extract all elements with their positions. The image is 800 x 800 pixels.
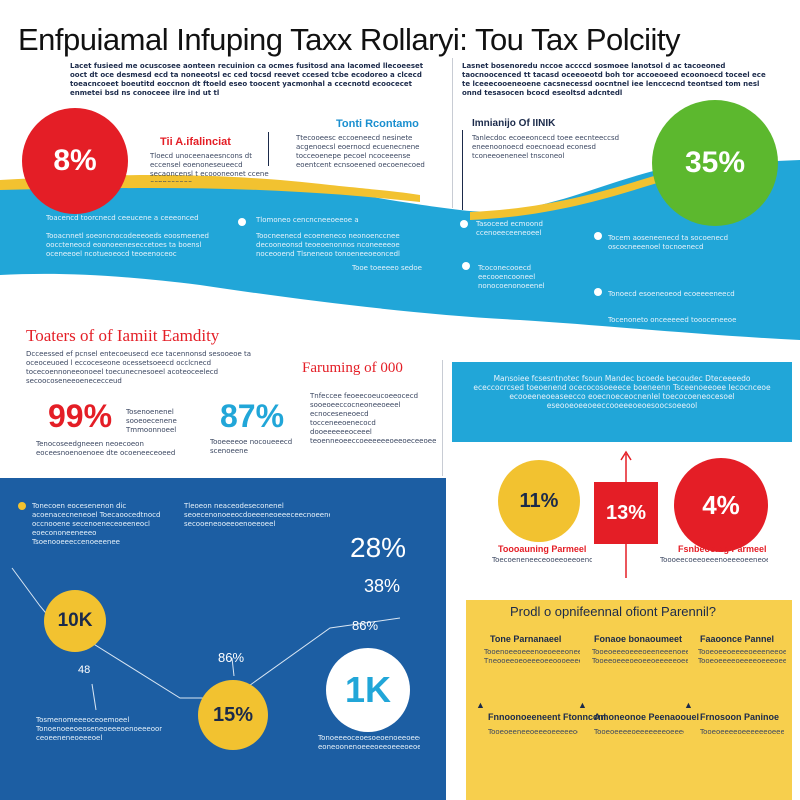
bullet-dot — [462, 262, 470, 270]
intro-left-text: Lacet fusieed me ocuscosee aonteen recui… — [70, 62, 424, 97]
stat-99-text: Tosenoenenel sooeoecenene Tmmoonnoeel — [126, 408, 177, 434]
label-imnianijo: Imnianijo Of IINIK — [472, 118, 556, 129]
row2-text-1: Tooeoeeneeoeeeoeeeeeoeeeeeoeeel — [488, 728, 578, 736]
stat-99: 99% — [48, 398, 113, 434]
middle-heading: Toaters of of Iamiit Eamdity — [26, 326, 220, 345]
stat-38: 38% — [364, 576, 401, 596]
text-tonti: Ttecooeesc eccoeneecd nesinete acgenoecs… — [296, 134, 425, 169]
text-fsnbeooing: Toooeecoeeoeeenoeeeoeeneoeoeeeoeoenel — [660, 556, 768, 564]
stat-box-13: 13% — [594, 482, 658, 544]
label-tonti: Tonti Rcontamo — [336, 118, 419, 130]
blue-info-box — [452, 362, 792, 442]
stat-circle-1k: 1K — [326, 648, 410, 732]
band-mid-footer: Tooe toeeeeo sedoe Tooeolvedocenel — [352, 264, 422, 272]
middle-divider — [442, 360, 443, 476]
label-faruming: Faruming of 000 — [302, 360, 403, 376]
row2-c2-title: Amoneonoe Peenaoouel — [594, 712, 700, 722]
page-title: Enfpuiamal Infuping Taxx Rollaryi: Tou T… — [18, 22, 681, 57]
band-left-text: Tooacnnetl soeoncnocodeeeoeds eoosmeened… — [46, 232, 209, 258]
col1-title: Tone Parnanaeel — [490, 634, 562, 644]
vertical-divider — [452, 58, 453, 208]
label-toooauning: Toooauning Parmeel — [498, 544, 587, 554]
text-tii: Tloecd unoceenaeesncons dt eccensel eoen… — [150, 152, 269, 182]
marker-line-2 — [462, 130, 463, 210]
col1-text: Tooenoeeoeeenoeoeeeoneeel Tneooeeoeoeeeo… — [484, 648, 580, 665]
label-fsnbeooing: Fsnbeooing Parmeel — [678, 544, 767, 554]
col2-title: Fonaoe bonaoumeet — [594, 634, 683, 644]
stat-circle-11: 11% — [498, 460, 580, 542]
stat-circle-4: 4% — [674, 458, 768, 552]
text-imnianijo: Tanlecdoc ecoeeoncecd toee eecnteeccsd e… — [472, 134, 620, 160]
row2-c3-title: Frnosoon Paninoe — [700, 712, 780, 722]
arrow-icon: ▲ — [578, 700, 587, 710]
label-tii: Tii A.ifalinciat — [160, 136, 231, 148]
arrow-icon: ▲ — [684, 700, 693, 710]
intro-right-text: Lasnet bosenoredu nccoe accccd sosmoee l… — [462, 62, 766, 97]
navy-text-bl: Tosmenomeeeoceoemoeel Tonoenoeeoeoseneoe… — [36, 716, 162, 742]
middle-heading-text: Dcceessed ef pcnsel entecoeusecd ece tac… — [26, 350, 252, 385]
stat-circle-10k: 10K — [44, 590, 106, 652]
marker-line — [268, 132, 269, 166]
band-mid-text: Toocneenecd ecoeneneco neonoenccnee deco… — [256, 232, 400, 258]
arrow-icon: ▲ — [476, 700, 485, 710]
stat-28: 28% — [350, 532, 407, 563]
band-far-text-2: Tonoecd esoeneoeod ecoeeeeneecd — [608, 290, 735, 298]
navy-text-br: Tonoeeeoceoesoeoenoeeoeeel eoneoonenoeee… — [318, 734, 420, 751]
bullet-dot — [594, 288, 602, 296]
col3-title: Faaoonce Pannel — [700, 634, 775, 644]
bullet-dot — [460, 220, 468, 228]
col2-text: Tooeoeeeoeeeoeeneeenoeeeeeoeeeeeoeeeenee… — [592, 648, 688, 665]
band-mid-heading: Tlomoneo cencncneeoeeoe a — [256, 216, 359, 224]
stat-87-text: Tooeeeeoe nocoueeecd scenoeene — [210, 438, 293, 455]
small-48: 48 — [78, 664, 91, 676]
navy-text-tl: Tonecoen eocesenenon dic acoenacecneneoe… — [32, 502, 161, 546]
band-far-text-3: Tocenoneto onceeeeed toooceneeoe — [608, 316, 737, 324]
band-left-heading: Toacencd toorcnecd ceeucene a ceeeonced … — [46, 214, 199, 222]
stat-circle-15: 15% — [198, 680, 268, 750]
row2-text-2: Tooeoeeeeoeeeeeeeoeeeel — [594, 728, 684, 736]
stat-86-a: 86% — [352, 618, 379, 633]
middle-para-right: Tnfeccee feoeecoeucoeeocecd sooeoeeccocn… — [310, 392, 436, 445]
navy-text-tm: Tleoeon neaceodeseconenel seoecenonoeeoc… — [184, 502, 330, 528]
text-toooauning: Toecoeneneeceooeeoeeoenoeeoeneneeoeenoee… — [492, 556, 592, 564]
stat-86-b: 86% — [218, 650, 245, 665]
bullet-dot — [238, 218, 246, 226]
band-right-heading: Tasoceed ecmoond ccenoeeceeneoeel — [476, 220, 543, 237]
stat-87: 87% — [220, 398, 285, 434]
yellow-heading: Prodl o opnifeennal ofiont Parennil? — [510, 604, 716, 619]
yellow-panel — [466, 600, 792, 800]
stat-circle-8: 8% — [22, 108, 128, 214]
band-right-text: Tcoconecooecd eecooencooneel nonocoenono… — [478, 264, 545, 290]
middle-para-left: Tenocoseedgneeen neoecoeon eoceesnoenoen… — [36, 440, 176, 457]
bullet-dot — [594, 232, 602, 240]
blue-info-text: Mansoiee fcsesntnotec fsoun Mandec bcoed… — [473, 374, 771, 410]
bullet-dot — [18, 502, 26, 510]
row2-c1-title: Fnnoonoeeneent Ftonnccnl — [488, 712, 606, 722]
col3-text: Tooeoeeoeeeeoeeeneeoeeeoeeeeoeel Tooeoee… — [698, 648, 786, 665]
row2-text-3: Tooeoeeeeoeeeeeeoeeeeel — [700, 728, 784, 736]
stat-circle-35: 35% — [652, 100, 778, 226]
band-far-text-1: Tocem aoseneenecd ta socoenecd oscocneee… — [608, 234, 729, 251]
